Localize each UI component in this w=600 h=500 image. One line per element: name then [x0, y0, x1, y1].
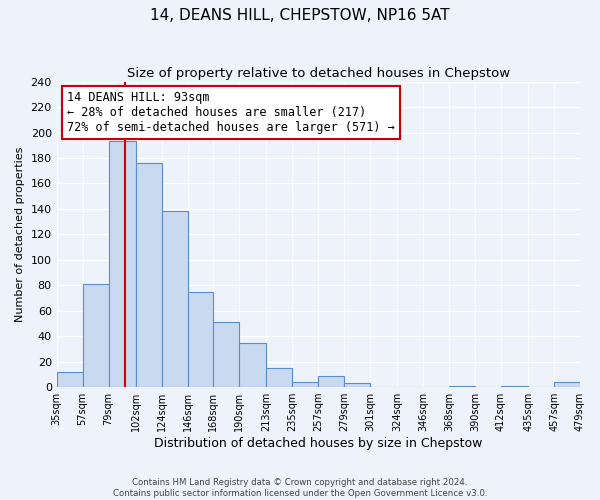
Text: 14, DEANS HILL, CHEPSTOW, NP16 5AT: 14, DEANS HILL, CHEPSTOW, NP16 5AT [150, 8, 450, 22]
Bar [136, 163, 161, 387]
Bar [214, 322, 239, 387]
Bar [83, 284, 109, 387]
X-axis label: Distribution of detached houses by size in Chepstow: Distribution of detached houses by size … [154, 437, 482, 450]
Bar [292, 382, 319, 387]
Bar [319, 376, 344, 387]
Bar [449, 386, 475, 387]
Bar [266, 368, 292, 387]
Bar [239, 342, 266, 387]
Y-axis label: Number of detached properties: Number of detached properties [15, 146, 25, 322]
Text: 14 DEANS HILL: 93sqm
← 28% of detached houses are smaller (217)
72% of semi-deta: 14 DEANS HILL: 93sqm ← 28% of detached h… [67, 91, 395, 134]
Bar [56, 372, 83, 387]
Bar [501, 386, 528, 387]
Bar [554, 382, 580, 387]
Bar [344, 384, 370, 387]
Title: Size of property relative to detached houses in Chepstow: Size of property relative to detached ho… [127, 68, 510, 80]
Text: Contains HM Land Registry data © Crown copyright and database right 2024.
Contai: Contains HM Land Registry data © Crown c… [113, 478, 487, 498]
Bar [187, 292, 214, 387]
Bar [109, 142, 136, 387]
Bar [161, 212, 187, 387]
